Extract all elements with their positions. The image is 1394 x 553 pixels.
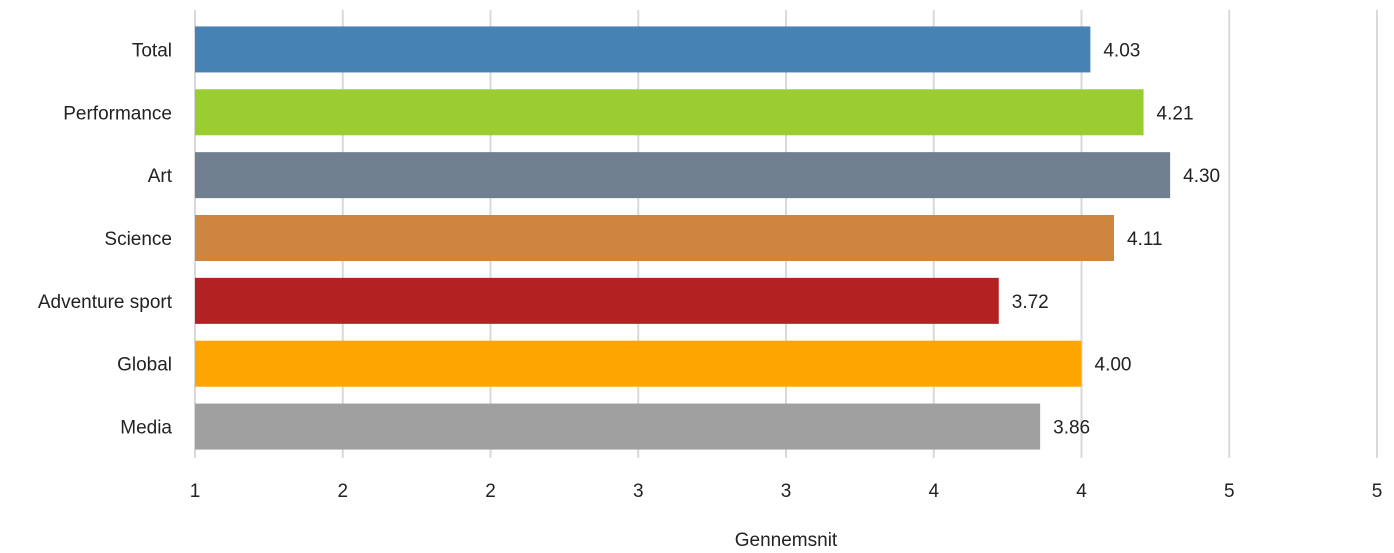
x-axis-title: Gennemsnit xyxy=(735,530,838,551)
category-label: Performance xyxy=(63,103,172,124)
x-tick-label: 2 xyxy=(485,481,496,502)
value-label: 3.86 xyxy=(1053,418,1090,439)
category-labels: Total Performance Art Science Adventure spor… xyxy=(38,40,173,438)
value-label: 4.03 xyxy=(1103,40,1140,61)
bar-adventure-sport xyxy=(195,277,999,324)
x-tick-label: 2 xyxy=(337,481,348,502)
value-label: 4.00 xyxy=(1095,355,1132,376)
category-label: Global xyxy=(117,355,172,376)
x-tick-labels: 1 2 2 3 3 4 4 5 5 xyxy=(190,481,1383,502)
category-label: Adventure sport xyxy=(38,292,173,313)
bar-total xyxy=(195,26,1091,73)
value-label: 3.72 xyxy=(1012,292,1049,313)
category-label: Media xyxy=(120,418,172,439)
x-tick-label: 1 xyxy=(190,481,201,502)
x-tick-label: 4 xyxy=(928,481,939,502)
category-label: Science xyxy=(104,229,172,250)
x-tick-label: 4 xyxy=(1076,481,1087,502)
x-tick-label: 5 xyxy=(1372,481,1383,502)
bar-science xyxy=(195,215,1115,261)
x-tick-label: 3 xyxy=(633,481,644,502)
value-labels: 4.03 4.21 4.30 4.11 3.72 4.00 3.86 xyxy=(1012,40,1220,438)
value-label: 4.30 xyxy=(1183,166,1220,187)
bar-performance xyxy=(195,89,1144,136)
bar-art xyxy=(195,152,1171,199)
bars xyxy=(195,26,1171,450)
x-tick-label: 3 xyxy=(781,481,792,502)
category-label: Total xyxy=(132,40,172,61)
category-label: Art xyxy=(148,166,173,187)
bar-global xyxy=(195,340,1082,387)
value-label: 4.11 xyxy=(1127,229,1163,250)
value-label: 4.21 xyxy=(1157,103,1194,124)
bar-media xyxy=(195,403,1041,450)
x-tick-label: 5 xyxy=(1224,481,1235,502)
